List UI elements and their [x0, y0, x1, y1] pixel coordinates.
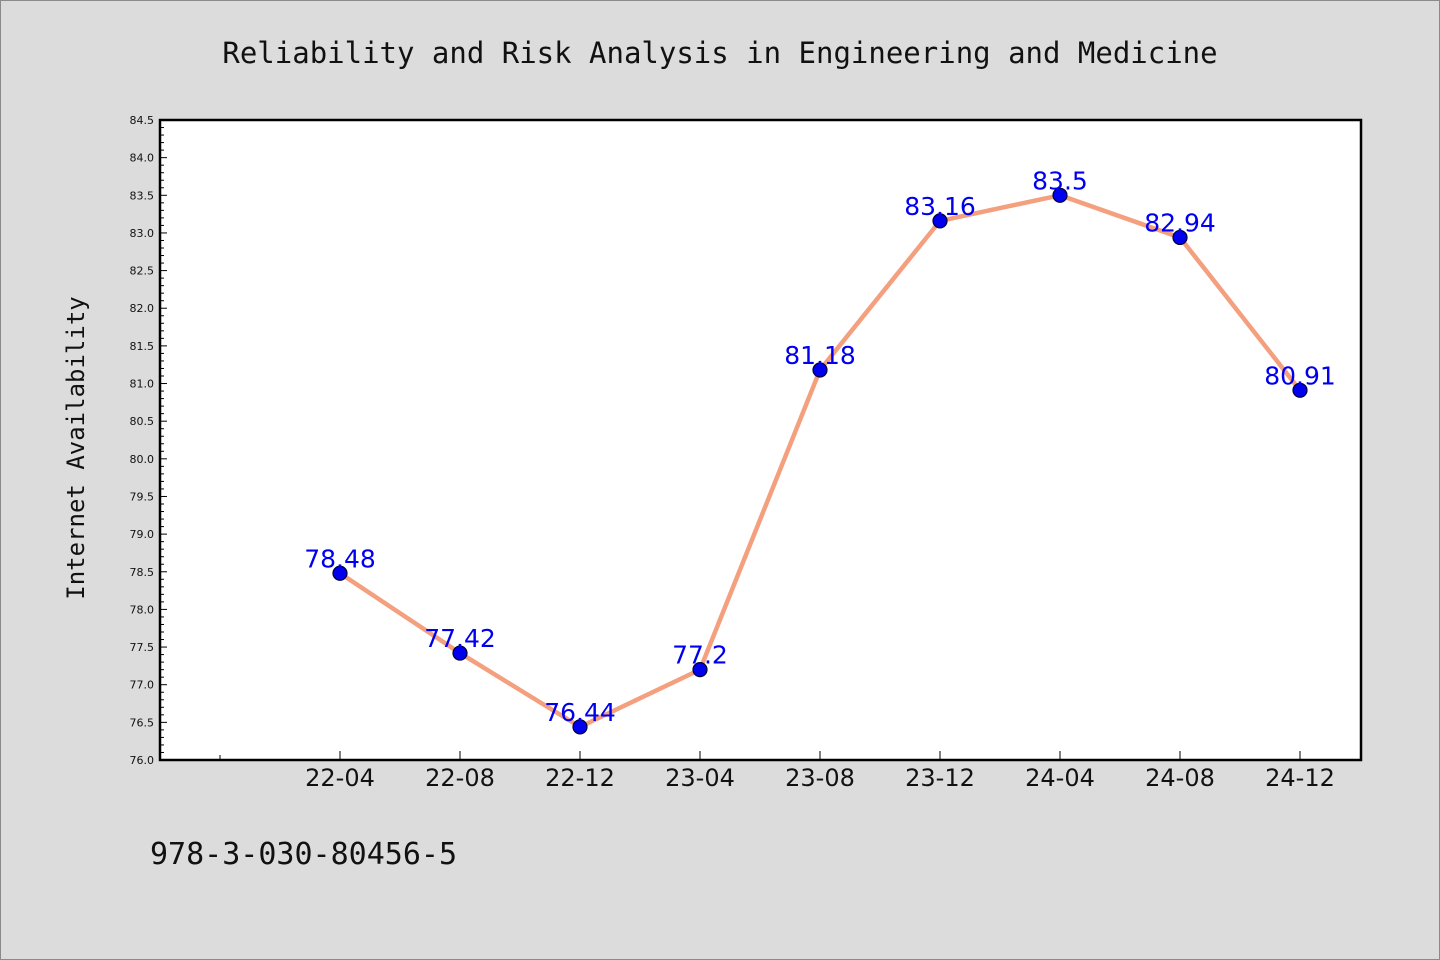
- x-axis-ticks: 22-04 22-08 22-12 23-04 23-08 23-12 24-04 24-08…: [219, 751, 1335, 792]
- y-tick-label: 82.0: [130, 302, 155, 315]
- y-tick-label: 84.0: [130, 152, 155, 165]
- data-labels: 78.48 77.42 76.44 77.2 81.18 83.16 83.5 82.94 80…: [304, 166, 1336, 727]
- data-label: 76.44: [544, 698, 616, 727]
- data-point: [812, 362, 828, 378]
- chart-title: Reliability and Risk Analysis in Enginee…: [222, 36, 1217, 70]
- data-label: 83.16: [904, 192, 976, 221]
- y-tick-label: 83.5: [130, 189, 155, 202]
- y-axis-label: Internet Availability: [62, 296, 90, 599]
- data-markers: [332, 187, 1308, 735]
- y-tick-label: 79.5: [130, 490, 155, 503]
- plot-area: [160, 120, 1361, 760]
- data-label: 80.91: [1264, 361, 1336, 390]
- y-tick-label: 83.0: [130, 227, 155, 240]
- y-tick-label: 81.0: [130, 378, 155, 391]
- data-point: [692, 662, 708, 678]
- data-label: 77.42: [424, 624, 496, 653]
- y-tick-label: 80.5: [130, 415, 155, 428]
- y-tick-label: 82.5: [130, 265, 155, 278]
- y-tick-label: 84.5: [130, 114, 155, 127]
- data-point: [932, 213, 948, 229]
- data-point: [572, 719, 588, 735]
- data-point: [452, 645, 468, 661]
- y-tick-label: 77.0: [130, 679, 155, 692]
- y-tick-label: 81.5: [130, 340, 155, 353]
- x-tick-label: 24-04: [1025, 764, 1095, 792]
- x-tick-label: 22-12: [545, 764, 615, 792]
- data-point: [332, 565, 348, 581]
- y-axis-ticks: 76.0 76.5 77.0 77.5 78.0 78.5 79.0 79.5 80.0 80.5…: [130, 114, 167, 767]
- data-label: 83.5: [1032, 166, 1088, 195]
- y-tick-label: 76.5: [130, 716, 155, 729]
- data-point: [1052, 187, 1068, 203]
- x-tick-label: 24-12: [1265, 764, 1335, 792]
- footer-code: 978-3-030-80456-5: [150, 837, 457, 872]
- y-tick-label: 76.0: [130, 754, 155, 767]
- y-tick-label: 79.0: [130, 528, 155, 541]
- data-label: 82.94: [1144, 208, 1216, 237]
- x-tick-label: 22-04: [305, 764, 375, 792]
- y-tick-label: 80.0: [130, 453, 155, 466]
- x-tick-label: 23-04: [665, 764, 735, 792]
- x-tick-label: 23-12: [905, 764, 975, 792]
- y-tick-label: 78.0: [130, 603, 155, 616]
- x-tick-label: 22-08: [425, 764, 495, 792]
- y-tick-label: 77.5: [130, 641, 155, 654]
- plot-frame: [158, 118, 1363, 762]
- data-label: 77.2: [672, 641, 728, 670]
- data-point: [1292, 382, 1308, 398]
- data-label: 81.18: [784, 341, 856, 370]
- x-tick-label: 23-08: [785, 764, 855, 792]
- data-point: [1172, 229, 1188, 246]
- x-tick-label: 24-08: [1145, 764, 1215, 792]
- data-label: 78.48: [304, 544, 376, 573]
- y-tick-label: 78.5: [130, 566, 155, 579]
